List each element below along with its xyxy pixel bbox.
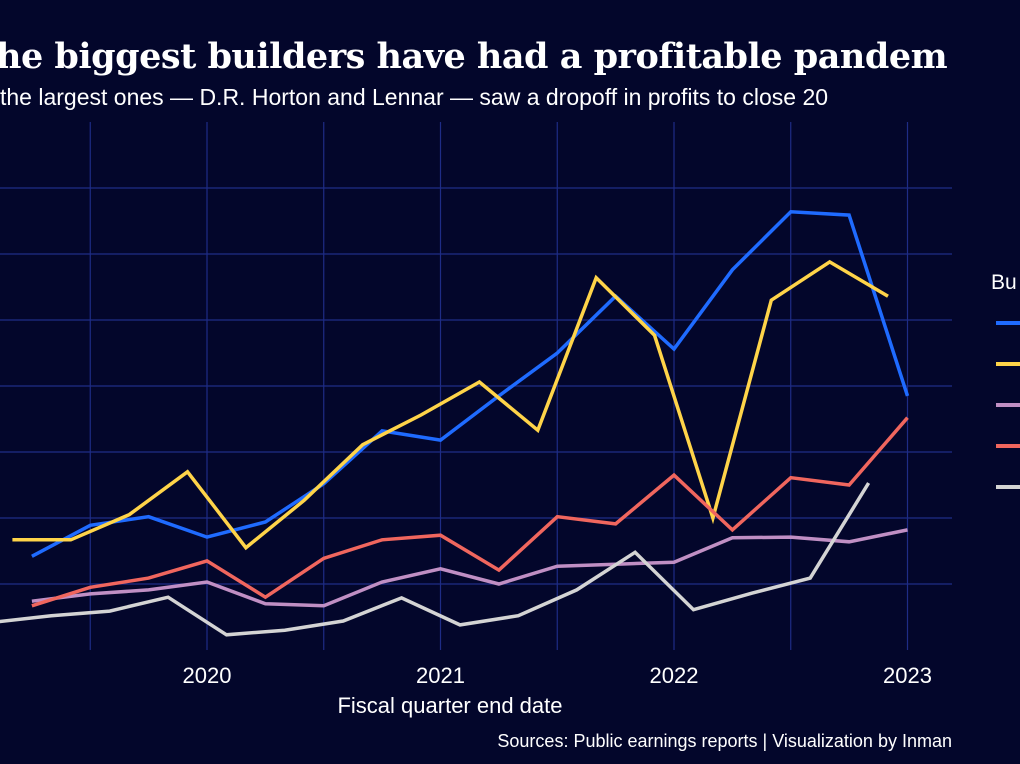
chart-title: he biggest builders have had a profitabl…	[0, 36, 948, 77]
x-tick-label: 2021	[416, 663, 465, 688]
series-line-2	[12, 259, 889, 551]
chart-subtitle: the largest ones — D.R. Horton and Lenna…	[0, 84, 829, 110]
x-tick-label: 2023	[883, 663, 932, 688]
series-lines	[0, 210, 910, 637]
x-tick-labels: 20192020202120222023	[183, 663, 932, 688]
x-tick-label: 2022	[650, 663, 699, 688]
gridlines	[0, 122, 952, 650]
series-line-3	[31, 528, 908, 608]
series-line-1	[31, 210, 910, 558]
legend: Bu	[991, 271, 1020, 489]
series-line-5	[0, 482, 871, 637]
source-note: Sources: Public earnings reports | Visua…	[497, 731, 952, 751]
x-axis-label: Fiscal quarter end date	[337, 693, 562, 718]
x-tick-label: 2020	[183, 663, 232, 688]
series-line-4	[31, 416, 909, 608]
legend-title: Bu	[991, 271, 1017, 294]
